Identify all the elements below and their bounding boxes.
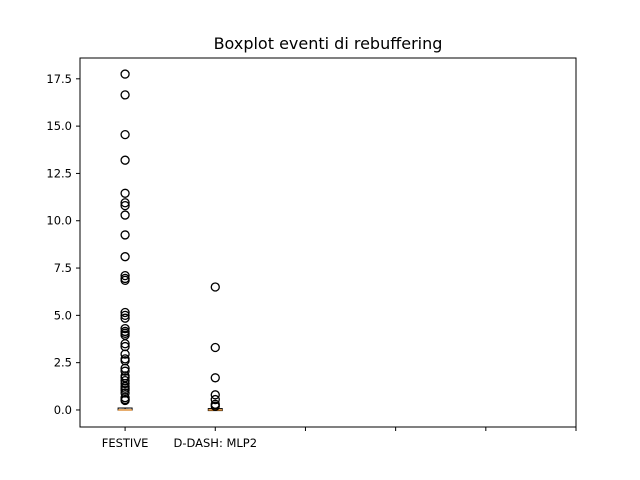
flier-point — [120, 252, 130, 262]
x-tick-label: D-DASH: MLP2 — [173, 436, 257, 450]
y-tick-label: 15.0 — [46, 119, 72, 133]
flier-point — [120, 210, 130, 220]
flier-point — [120, 198, 130, 208]
flier-point — [210, 373, 220, 383]
y-tick-label: 10.0 — [46, 214, 72, 228]
plot-area: 0.0 2.5 5.0 7.5 10.0 12.5 15.0 17.5 FESTIVE D-DAS… — [46, 69, 577, 450]
chart-title: Boxplot eventi di rebuffering — [214, 34, 443, 53]
flier-point — [120, 155, 130, 165]
flier-point — [120, 395, 130, 406]
flier-point — [210, 342, 220, 353]
y-tick-label: 0.0 — [54, 403, 72, 417]
flier-point — [210, 394, 220, 405]
flier-point — [120, 349, 130, 359]
y-tick-label: 17.5 — [46, 72, 72, 86]
flier-point — [120, 307, 130, 318]
flier-point — [120, 188, 130, 198]
flier-point — [210, 401, 220, 411]
flier-point — [120, 200, 130, 211]
y-tick-label: 7.5 — [54, 261, 72, 275]
y-tick-label: 2.5 — [54, 356, 72, 370]
y-tick-label: 5.0 — [54, 308, 72, 322]
flier-point — [120, 378, 130, 389]
flier-point — [210, 390, 220, 400]
flier-point — [120, 366, 130, 376]
flier-point — [120, 339, 130, 349]
x-tick-label: FESTIVE — [102, 436, 149, 450]
flier-point — [120, 129, 130, 140]
flier-point — [120, 69, 130, 79]
flier-point — [210, 282, 220, 292]
flier-point — [120, 323, 130, 334]
axes-frame — [79, 57, 577, 428]
flier-point — [120, 310, 130, 321]
flier-point — [120, 230, 130, 240]
y-tick-label: 12.5 — [46, 166, 72, 180]
flier-point — [120, 90, 130, 100]
flier-point — [120, 275, 130, 285]
flier-point — [120, 270, 130, 281]
flier-point — [120, 313, 130, 323]
